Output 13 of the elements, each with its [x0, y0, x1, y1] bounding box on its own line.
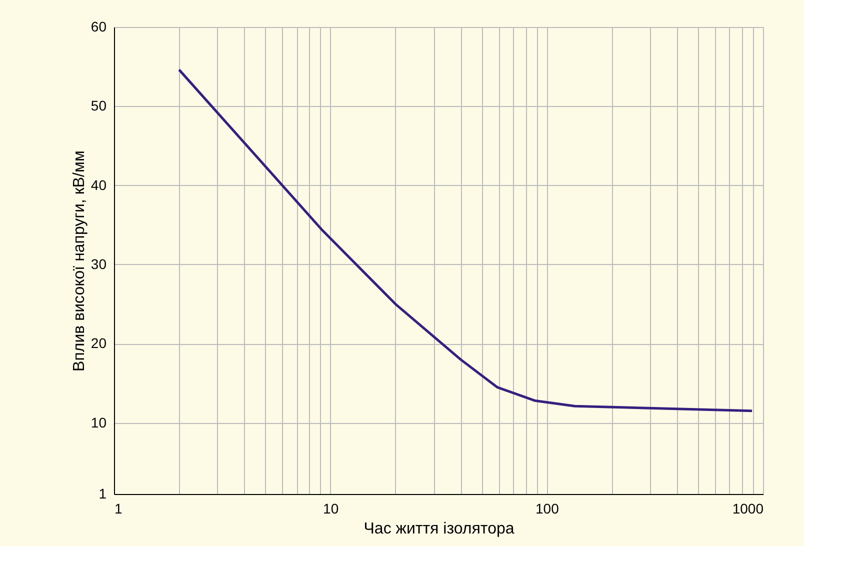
y-tick-label: 50: [90, 98, 107, 114]
x-tick-label: 100: [535, 500, 560, 516]
y-axis-title: Вплив високої напруги, кВ/мм: [70, 150, 88, 372]
y-tick-label: 10: [90, 414, 107, 430]
y-tick-label: 60: [90, 18, 107, 34]
y-tick-label: 1: [98, 486, 107, 502]
x-tick-label: 10: [323, 500, 339, 516]
x-tick-label: 1000: [732, 500, 764, 516]
x-axis-title: Час життя ізолятора: [364, 520, 514, 538]
x-tick-label: 1: [114, 500, 122, 516]
y-tick-label: 20: [90, 335, 107, 352]
y-tick-label: 30: [90, 256, 107, 272]
y-tick-label: 40: [90, 176, 107, 193]
